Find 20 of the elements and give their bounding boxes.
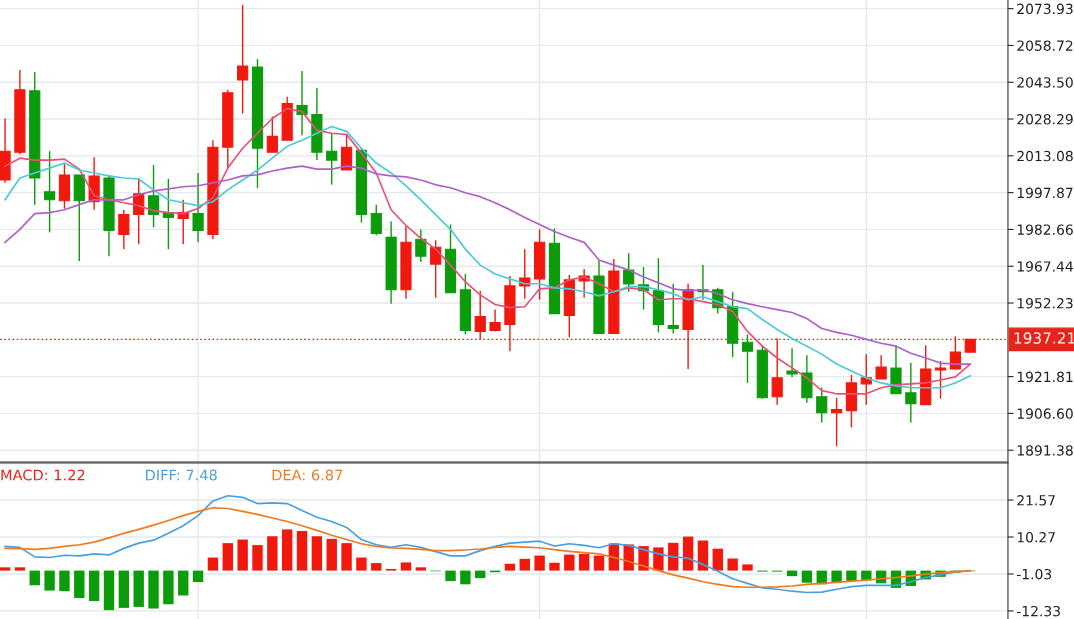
text: DEA: 6.87 xyxy=(272,469,343,481)
ref-line-label: 1937.21 xyxy=(1014,332,1074,344)
y-tick-label: 21.57 xyxy=(1017,495,1055,506)
y-tick-label: 2058.72 xyxy=(1017,40,1073,51)
y-tick-label: 1967.44 xyxy=(1017,261,1073,272)
y-tick-label: 1982.66 xyxy=(1017,224,1073,235)
y-tick-label: -1.03 xyxy=(1016,568,1052,580)
y-tick-label: 10.27 xyxy=(1017,531,1055,543)
y-tick-label: 1891.38 xyxy=(1017,445,1073,456)
y-tick-label: -12.33 xyxy=(1016,605,1060,617)
y-tick-label: 2043.50 xyxy=(1017,77,1073,88)
y-tick-label: 1997.87 xyxy=(1017,187,1073,199)
y-tick-label: 1952.23 xyxy=(1017,297,1073,309)
series-label: DIFF: 7.48 xyxy=(146,469,217,481)
y-tick-label: 2073.93 xyxy=(1017,3,1073,15)
y-tick-label: 1921.81 xyxy=(1017,371,1073,383)
text: MACD: 1.22 xyxy=(1,469,85,481)
y-tick-label: 2028.29 xyxy=(1017,114,1073,125)
y-tick-label: 1906.60 xyxy=(1017,408,1073,419)
y-tick-label: 2013.08 xyxy=(1017,150,1073,162)
